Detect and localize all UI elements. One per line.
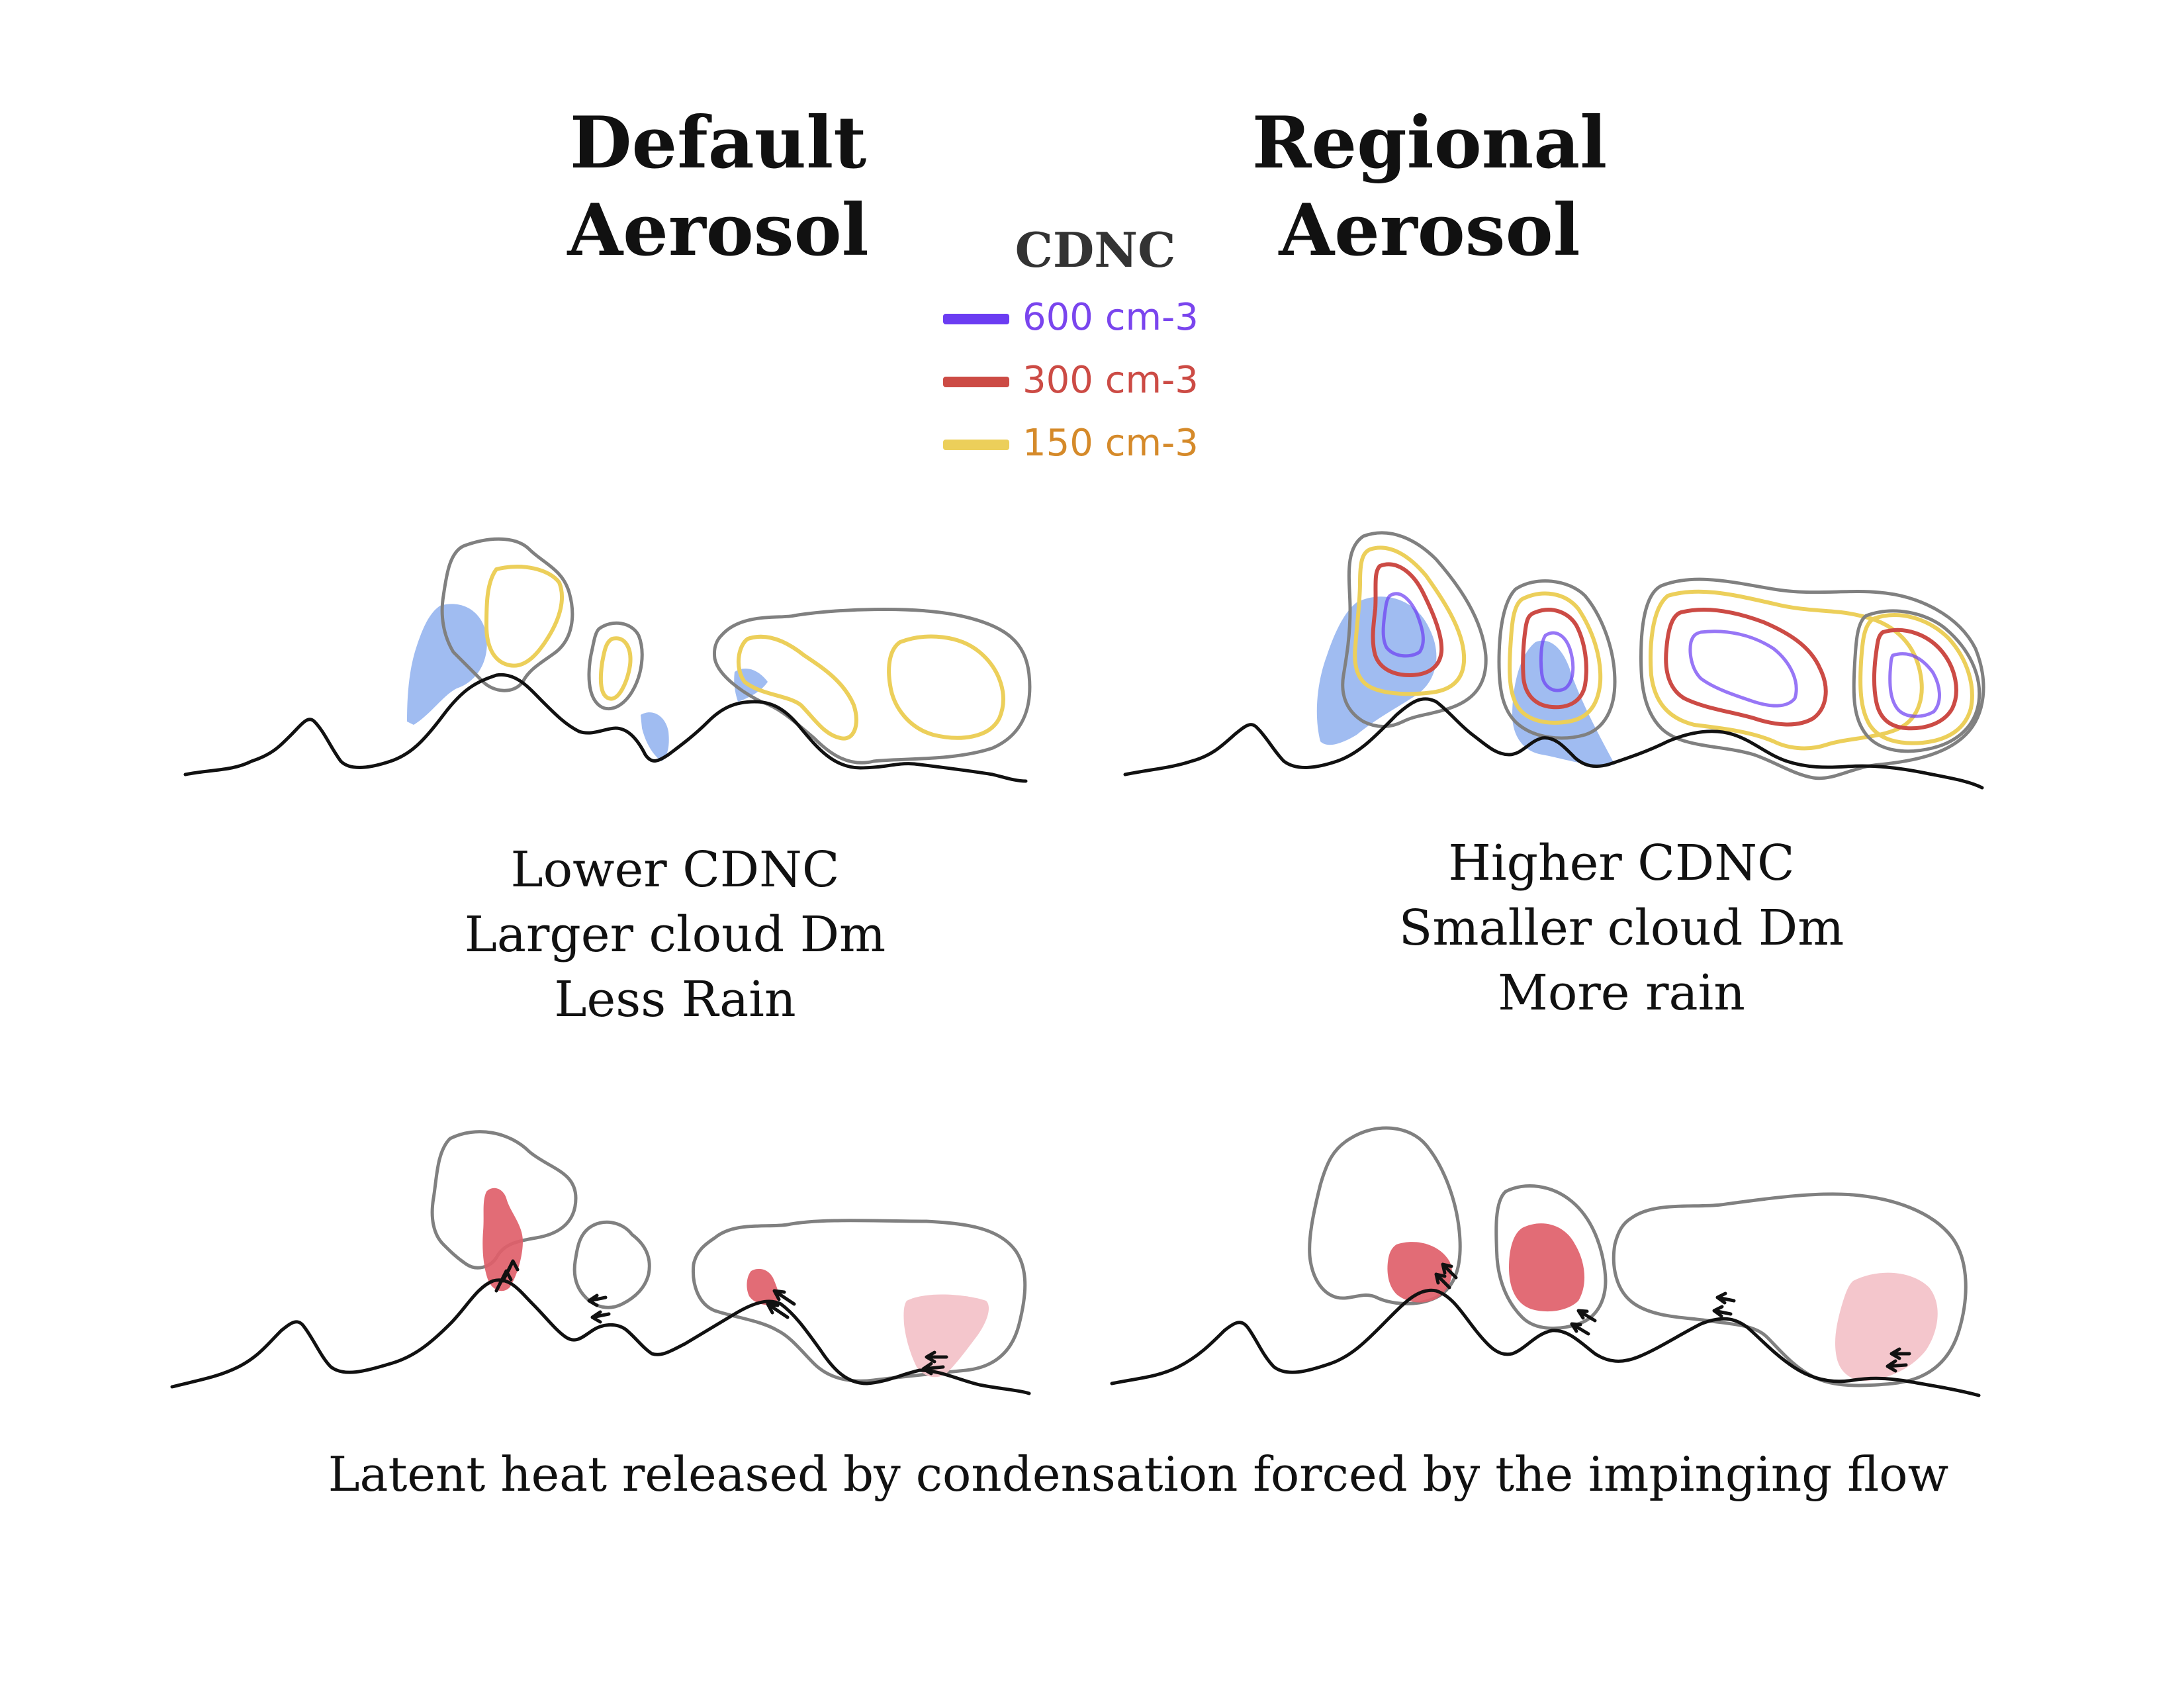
title-default-aerosol: Default Aerosol xyxy=(486,99,950,274)
cloud-outline xyxy=(691,1219,1027,1383)
cdnc-contour-300 xyxy=(1872,628,1958,731)
legend-swatch-300 xyxy=(943,377,1009,387)
legend-item-600: 600 cm-3 xyxy=(923,291,1267,344)
legend-label-600: 600 cm-3 xyxy=(1023,296,1199,339)
cdnc-contour-150 xyxy=(598,636,633,701)
cdnc-contour-150 xyxy=(484,565,565,668)
caption-default-aerosol: Lower CDNC Larger cloud Dm Less Rain xyxy=(410,837,940,1032)
terrain-profile xyxy=(1110,1288,1981,1397)
flow-arrow xyxy=(1886,1359,1908,1373)
flow-arrow xyxy=(772,1289,796,1306)
caption-default-line1: Lower CDNC xyxy=(510,841,840,898)
flow-arrow xyxy=(1576,1309,1597,1323)
cloud-outline xyxy=(1497,579,1617,740)
cdnc-contour-600 xyxy=(1688,630,1798,708)
latent-heat-strong xyxy=(482,1188,523,1291)
cloud-outline xyxy=(1308,1126,1462,1305)
cloud-outline xyxy=(1612,1192,1968,1387)
cloud-outline xyxy=(587,621,644,711)
legend-title: CDNC xyxy=(1015,222,1176,278)
flow-arrow xyxy=(925,1350,948,1364)
caption-default-line2: Larger cloud Dm xyxy=(464,906,886,963)
flow-arrow xyxy=(1889,1347,1911,1360)
title-regional-line2: Aerosol xyxy=(1279,189,1580,272)
default-latent-heat-panel xyxy=(170,1130,1031,1395)
terrain-profile xyxy=(183,673,1028,783)
legend-swatch-150 xyxy=(943,440,1009,450)
cdnc-contour-150 xyxy=(1353,545,1467,696)
cloud-outline xyxy=(440,537,574,692)
caption-regional-line3: More rain xyxy=(1498,964,1745,1021)
title-default-line2: Aerosol xyxy=(567,189,869,272)
cdnc-contour-150 xyxy=(736,634,858,741)
rain-shading xyxy=(1316,596,1437,745)
cloud-outline xyxy=(1852,609,1981,753)
cdnc-contour-600 xyxy=(1381,592,1425,658)
cloud-outline xyxy=(713,608,1032,765)
flow-arrow xyxy=(590,1310,611,1324)
legend-item-150: 150 cm-3 xyxy=(923,417,1267,470)
cloud-outline xyxy=(1341,531,1488,728)
default-cdnc-panel xyxy=(183,537,1032,783)
cdnc-contour-600 xyxy=(1539,631,1575,692)
flow-arrow xyxy=(1441,1262,1458,1280)
latent-heat-strong xyxy=(1387,1242,1452,1303)
cdnc-contour-300 xyxy=(1664,608,1828,727)
cdnc-contour-600 xyxy=(1888,652,1941,718)
regional-cdnc-panel xyxy=(1123,531,1985,790)
terrain-profile xyxy=(1123,697,1984,790)
flow-arrow xyxy=(587,1293,608,1307)
flow-arrow xyxy=(1715,1291,1736,1305)
cloud-outline xyxy=(572,1220,651,1309)
legend-swatch-600 xyxy=(943,314,1009,324)
cdnc-contour-150 xyxy=(1649,589,1924,751)
legend-item-300: 300 cm-3 xyxy=(923,354,1267,407)
title-regional-aerosol: Regional Aerosol xyxy=(1198,99,1661,274)
rain-shading xyxy=(407,604,487,725)
caption-regional-aerosol: Higher CDNC Smaller cloud Dm More rain xyxy=(1350,831,1893,1025)
cloud-outline xyxy=(1639,577,1985,780)
cdnc-contour-300 xyxy=(1371,562,1444,677)
latent-heat-strong xyxy=(1509,1223,1585,1312)
title-regional-line1: Regional xyxy=(1251,101,1608,185)
caption-regional-line1: Higher CDNC xyxy=(1448,835,1795,892)
regional-latent-heat-panel xyxy=(1110,1126,1981,1397)
rain-shading xyxy=(641,712,669,761)
legend-label-300: 300 cm-3 xyxy=(1023,359,1199,402)
latent-heat-strong xyxy=(747,1268,779,1305)
title-default-line1: Default xyxy=(569,101,867,185)
latent-heat-weak xyxy=(903,1294,989,1378)
caption-default-line3: Less Rain xyxy=(554,971,796,1028)
legend-label-150: 150 cm-3 xyxy=(1023,422,1199,465)
cdnc-contour-300 xyxy=(1521,608,1588,710)
cdnc-contour-150 xyxy=(887,634,1005,740)
cdnc-contour-150 xyxy=(1858,613,1974,745)
flow-arrow xyxy=(1570,1322,1590,1336)
flow-arrow xyxy=(766,1302,790,1319)
caption-regional-line2: Smaller cloud Dm xyxy=(1398,900,1844,957)
latent-heat-caption: Latent heat released by condensation for… xyxy=(328,1446,1949,1502)
latent-heat-weak xyxy=(1835,1272,1938,1381)
cdnc-contour-150 xyxy=(1508,591,1603,725)
flow-arrow xyxy=(1434,1272,1451,1289)
terrain-profile xyxy=(170,1278,1031,1395)
flow-arrow xyxy=(1712,1305,1733,1318)
